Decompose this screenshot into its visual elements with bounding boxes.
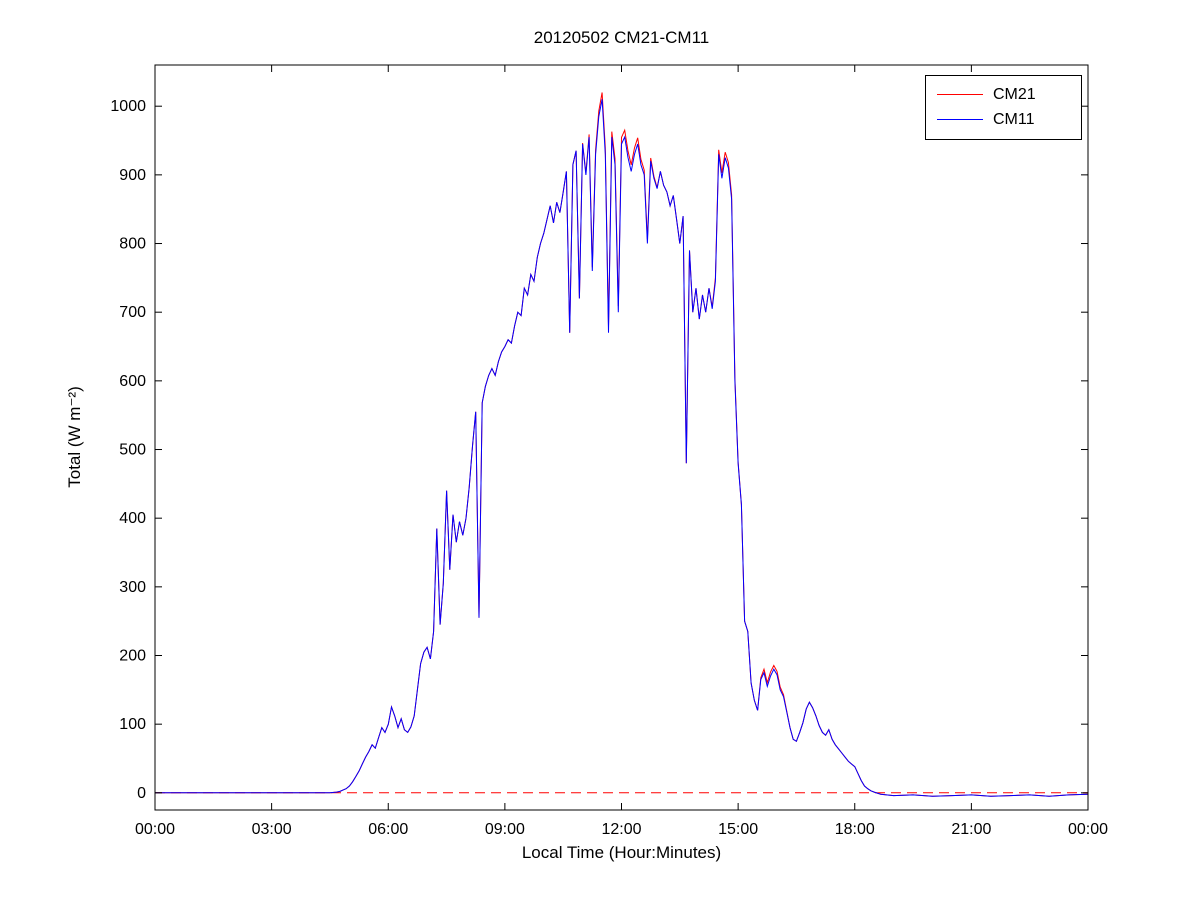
y-tick-label: 200 (119, 648, 146, 665)
y-tick-label: 500 (119, 442, 146, 459)
y-tick-label: 0 (137, 785, 146, 802)
tick-marks (154, 65, 1089, 810)
x-tick-label: 12:00 (601, 821, 641, 838)
cm11-series-line (155, 99, 1089, 797)
y-tick-label: 700 (119, 304, 146, 321)
y-tick-label: 100 (119, 716, 146, 733)
x-axis-label: Local Time (Hour:Minutes) (521, 843, 722, 862)
x-tick-label: 15:00 (718, 821, 758, 838)
x-tick-label: 06:00 (368, 821, 408, 838)
y-tick-label: 900 (119, 167, 146, 184)
y-tick-label: 600 (119, 373, 146, 390)
x-tick-label: 00:00 (135, 821, 175, 838)
axis-box (154, 64, 1089, 811)
tick-labels: 00:00 03:00 06:00 09:00 12:00 15:00 18:00 21:00… (110, 98, 1108, 838)
legend: CM21 CM11 (925, 75, 1082, 140)
x-tick-label: 18:00 (835, 821, 875, 838)
chart-title: 20120502 CM21-CM11 (533, 28, 710, 47)
legend-item-cm11: CM11 (926, 107, 1081, 132)
legend-item-cm21: CM21 (926, 82, 1081, 107)
legend-line-sample-cm21 (937, 94, 983, 95)
legend-label-cm21: CM21 (993, 85, 1036, 103)
y-tick-label: 400 (119, 510, 146, 527)
legend-label-cm11: CM11 (993, 110, 1035, 128)
cm21-series-line (155, 92, 1089, 797)
y-axis-label: Total (W m⁻²) (65, 386, 84, 488)
y-tick-label: 300 (119, 579, 146, 596)
legend-line-sample-cm11 (937, 119, 983, 120)
x-tick-label: 00:00 (1068, 821, 1108, 838)
x-tick-label: 03:00 (252, 821, 292, 838)
x-tick-label: 09:00 (485, 821, 525, 838)
y-tick-label: 1000 (110, 98, 146, 115)
y-tick-label: 800 (119, 236, 146, 253)
x-tick-label: 21:00 (951, 821, 991, 838)
